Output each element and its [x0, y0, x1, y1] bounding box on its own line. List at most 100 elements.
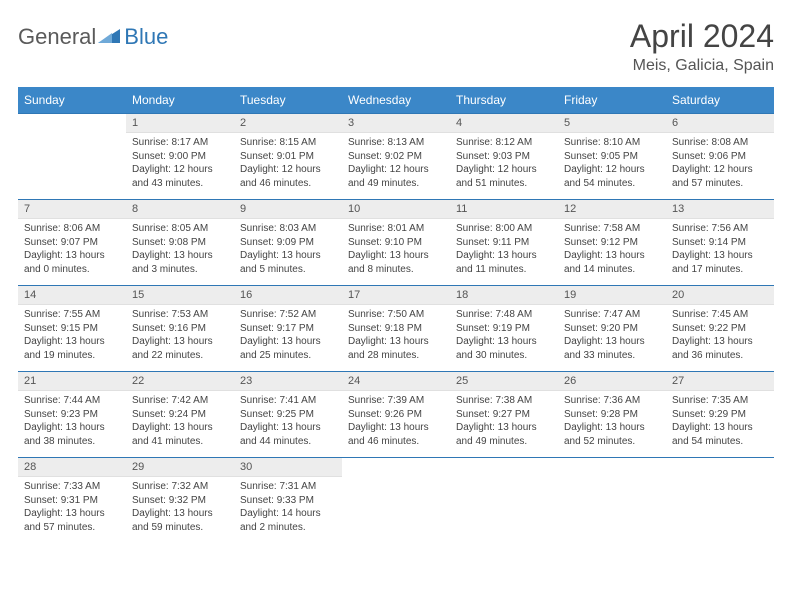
- sunset-line: Sunset: 9:12 PM: [564, 236, 660, 250]
- calendar-day-cell: [342, 457, 450, 543]
- sunset-line: Sunset: 9:22 PM: [672, 322, 768, 336]
- daylight-line-1: Daylight: 13 hours: [456, 421, 552, 435]
- daylight-line-1: Daylight: 12 hours: [240, 163, 336, 177]
- daylight-line-1: Daylight: 12 hours: [672, 163, 768, 177]
- weekday-header: Friday: [558, 87, 666, 113]
- daylight-line-2: and 57 minutes.: [672, 177, 768, 191]
- day-details: Sunrise: 7:35 AMSunset: 9:29 PMDaylight:…: [666, 391, 774, 452]
- daylight-line-2: and 52 minutes.: [564, 435, 660, 449]
- daylight-line-1: Daylight: 13 hours: [348, 421, 444, 435]
- daylight-line-1: Daylight: 13 hours: [24, 421, 120, 435]
- sunset-line: Sunset: 9:15 PM: [24, 322, 120, 336]
- day-details: Sunrise: 8:13 AMSunset: 9:02 PMDaylight:…: [342, 133, 450, 194]
- daylight-line-2: and 19 minutes.: [24, 349, 120, 363]
- sunset-line: Sunset: 9:18 PM: [348, 322, 444, 336]
- daylight-line-2: and 59 minutes.: [132, 521, 228, 535]
- sunset-line: Sunset: 9:27 PM: [456, 408, 552, 422]
- day-details: Sunrise: 7:47 AMSunset: 9:20 PMDaylight:…: [558, 305, 666, 366]
- daylight-line-2: and 17 minutes.: [672, 263, 768, 277]
- sunrise-line: Sunrise: 7:50 AM: [348, 308, 444, 322]
- sunset-line: Sunset: 9:08 PM: [132, 236, 228, 250]
- calendar-day-cell: 16Sunrise: 7:52 AMSunset: 9:17 PMDayligh…: [234, 285, 342, 371]
- daylight-line-1: Daylight: 13 hours: [672, 421, 768, 435]
- daylight-line-2: and 33 minutes.: [564, 349, 660, 363]
- weekday-header: Wednesday: [342, 87, 450, 113]
- day-number: 21: [18, 371, 126, 391]
- sunset-line: Sunset: 9:33 PM: [240, 494, 336, 508]
- daylight-line-2: and 25 minutes.: [240, 349, 336, 363]
- day-number: 3: [342, 113, 450, 133]
- day-details: Sunrise: 7:39 AMSunset: 9:26 PMDaylight:…: [342, 391, 450, 452]
- calendar-day-cell: 9Sunrise: 8:03 AMSunset: 9:09 PMDaylight…: [234, 199, 342, 285]
- day-number: 24: [342, 371, 450, 391]
- sunrise-line: Sunrise: 7:56 AM: [672, 222, 768, 236]
- daylight-line-1: Daylight: 13 hours: [672, 249, 768, 263]
- day-number-empty: [558, 457, 666, 477]
- brand-triangle-icon: [98, 27, 120, 50]
- day-details: Sunrise: 7:42 AMSunset: 9:24 PMDaylight:…: [126, 391, 234, 452]
- daylight-line-2: and 0 minutes.: [24, 263, 120, 277]
- daylight-line-2: and 11 minutes.: [456, 263, 552, 277]
- day-number: 5: [558, 113, 666, 133]
- calendar-day-cell: 12Sunrise: 7:58 AMSunset: 9:12 PMDayligh…: [558, 199, 666, 285]
- day-number: 23: [234, 371, 342, 391]
- location-subtitle: Meis, Galicia, Spain: [630, 57, 774, 75]
- sunset-line: Sunset: 9:06 PM: [672, 150, 768, 164]
- day-details: Sunrise: 7:44 AMSunset: 9:23 PMDaylight:…: [18, 391, 126, 452]
- daylight-line-2: and 51 minutes.: [456, 177, 552, 191]
- day-number: 2: [234, 113, 342, 133]
- calendar-week-row: 28Sunrise: 7:33 AMSunset: 9:31 PMDayligh…: [18, 457, 774, 543]
- sunset-line: Sunset: 9:10 PM: [348, 236, 444, 250]
- day-number: 27: [666, 371, 774, 391]
- calendar-day-cell: 4Sunrise: 8:12 AMSunset: 9:03 PMDaylight…: [450, 113, 558, 199]
- daylight-line-2: and 54 minutes.: [672, 435, 768, 449]
- sunrise-line: Sunrise: 7:52 AM: [240, 308, 336, 322]
- sunset-line: Sunset: 9:03 PM: [456, 150, 552, 164]
- weekday-header: Saturday: [666, 87, 774, 113]
- calendar-day-cell: 18Sunrise: 7:48 AMSunset: 9:19 PMDayligh…: [450, 285, 558, 371]
- sunrise-line: Sunrise: 8:08 AM: [672, 136, 768, 150]
- day-details: Sunrise: 8:10 AMSunset: 9:05 PMDaylight:…: [558, 133, 666, 194]
- sunset-line: Sunset: 9:29 PM: [672, 408, 768, 422]
- day-details: Sunrise: 8:08 AMSunset: 9:06 PMDaylight:…: [666, 133, 774, 194]
- day-number: 30: [234, 457, 342, 477]
- day-details: Sunrise: 8:17 AMSunset: 9:00 PMDaylight:…: [126, 133, 234, 194]
- daylight-line-1: Daylight: 13 hours: [348, 335, 444, 349]
- calendar-day-cell: 10Sunrise: 8:01 AMSunset: 9:10 PMDayligh…: [342, 199, 450, 285]
- day-number: 22: [126, 371, 234, 391]
- brand-logo: General Blue: [18, 18, 168, 50]
- sunrise-line: Sunrise: 7:36 AM: [564, 394, 660, 408]
- day-details: Sunrise: 7:38 AMSunset: 9:27 PMDaylight:…: [450, 391, 558, 452]
- day-details: Sunrise: 7:31 AMSunset: 9:33 PMDaylight:…: [234, 477, 342, 538]
- sunset-line: Sunset: 9:24 PM: [132, 408, 228, 422]
- sunrise-line: Sunrise: 7:53 AM: [132, 308, 228, 322]
- daylight-line-1: Daylight: 13 hours: [240, 421, 336, 435]
- calendar-day-cell: 8Sunrise: 8:05 AMSunset: 9:08 PMDaylight…: [126, 199, 234, 285]
- daylight-line-1: Daylight: 13 hours: [132, 421, 228, 435]
- calendar-week-row: 14Sunrise: 7:55 AMSunset: 9:15 PMDayligh…: [18, 285, 774, 371]
- daylight-line-1: Daylight: 12 hours: [132, 163, 228, 177]
- calendar-day-cell: 17Sunrise: 7:50 AMSunset: 9:18 PMDayligh…: [342, 285, 450, 371]
- daylight-line-2: and 38 minutes.: [24, 435, 120, 449]
- calendar-day-cell: [18, 113, 126, 199]
- calendar-week-row: 1Sunrise: 8:17 AMSunset: 9:00 PMDaylight…: [18, 113, 774, 199]
- header: General Blue April 2024 Meis, Galicia, S…: [18, 18, 774, 75]
- calendar-day-cell: 11Sunrise: 8:00 AMSunset: 9:11 PMDayligh…: [450, 199, 558, 285]
- sunrise-line: Sunrise: 8:13 AM: [348, 136, 444, 150]
- daylight-line-1: Daylight: 13 hours: [672, 335, 768, 349]
- calendar-day-cell: 26Sunrise: 7:36 AMSunset: 9:28 PMDayligh…: [558, 371, 666, 457]
- sunrise-line: Sunrise: 8:17 AM: [132, 136, 228, 150]
- day-number: 12: [558, 199, 666, 219]
- calendar-day-cell: 3Sunrise: 8:13 AMSunset: 9:02 PMDaylight…: [342, 113, 450, 199]
- sunset-line: Sunset: 9:23 PM: [24, 408, 120, 422]
- sunrise-line: Sunrise: 7:38 AM: [456, 394, 552, 408]
- day-number-empty: [666, 457, 774, 477]
- day-number: 15: [126, 285, 234, 305]
- sunrise-line: Sunrise: 7:55 AM: [24, 308, 120, 322]
- sunrise-line: Sunrise: 7:45 AM: [672, 308, 768, 322]
- daylight-line-1: Daylight: 12 hours: [348, 163, 444, 177]
- day-details: Sunrise: 7:36 AMSunset: 9:28 PMDaylight:…: [558, 391, 666, 452]
- calendar-day-cell: 24Sunrise: 7:39 AMSunset: 9:26 PMDayligh…: [342, 371, 450, 457]
- weekday-header: Sunday: [18, 87, 126, 113]
- daylight-line-1: Daylight: 13 hours: [24, 335, 120, 349]
